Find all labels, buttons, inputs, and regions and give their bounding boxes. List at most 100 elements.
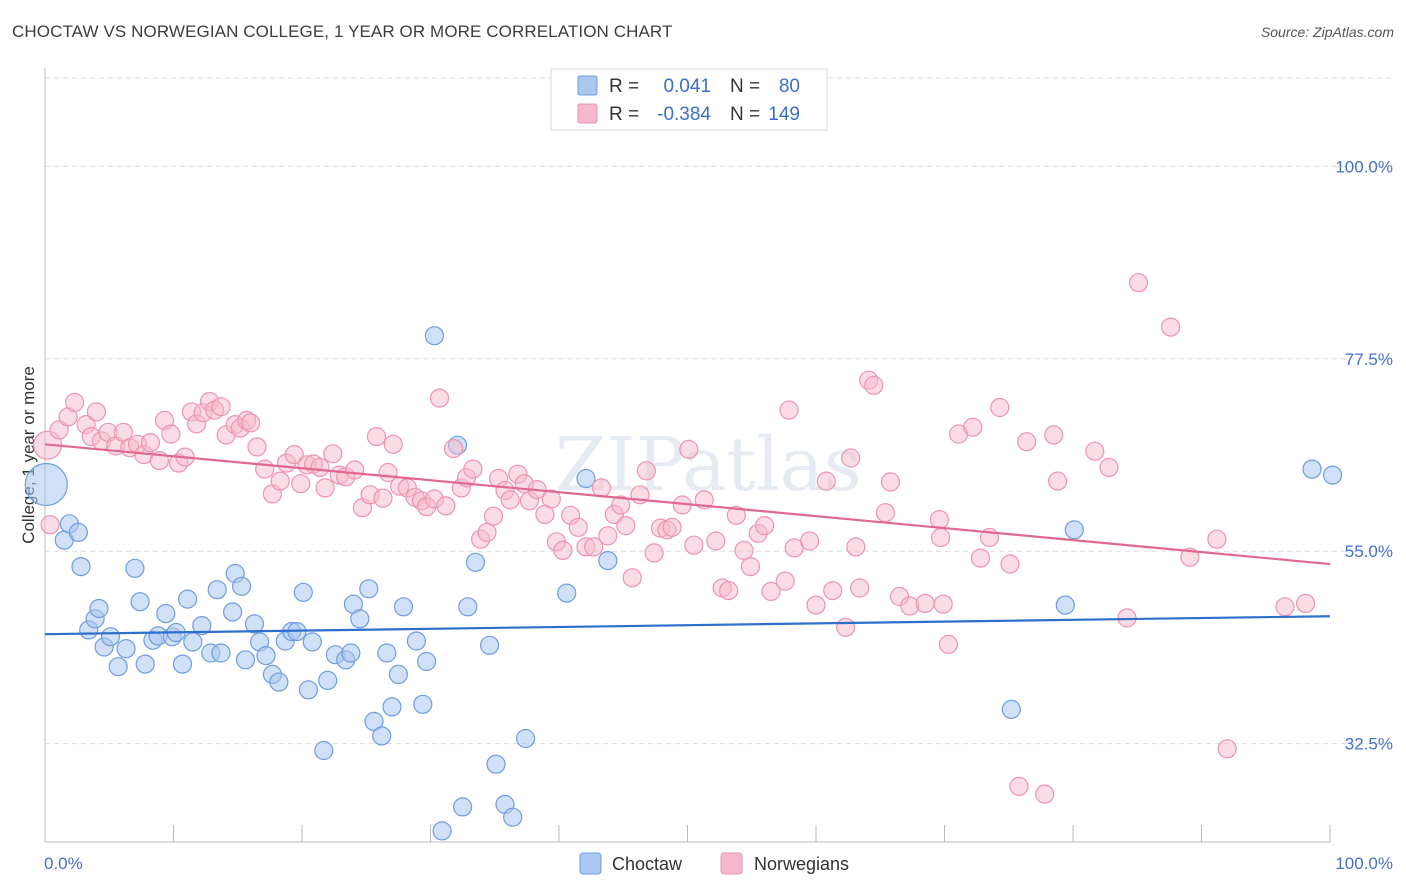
choctaw-point — [183, 632, 203, 652]
norwegian-point — [568, 517, 588, 537]
norwegian-point — [611, 495, 631, 515]
choctaw-point — [314, 740, 334, 761]
norwegian-point — [463, 459, 483, 479]
norwegian-point — [929, 509, 950, 530]
norwegian-point — [835, 617, 856, 637]
norwegian-point — [799, 531, 820, 551]
choctaw-point — [1322, 465, 1343, 485]
norwegian-point — [1085, 441, 1105, 461]
choctaw-point — [377, 643, 397, 663]
choctaw-point — [1001, 699, 1021, 720]
norwegian-point — [1161, 317, 1181, 337]
choctaw-point — [172, 654, 193, 674]
norwegian-point — [1009, 776, 1029, 797]
norwegian-point — [241, 413, 261, 433]
legend-swatch-norwegians — [577, 103, 598, 124]
norwegian-point — [86, 402, 107, 422]
legend-r-label-1: R = — [609, 104, 639, 125]
legend-n-value-1: 149 — [768, 104, 800, 125]
choctaw-point — [341, 643, 361, 663]
norwegian-point — [1017, 432, 1037, 452]
norwegian-point — [436, 496, 456, 516]
norwegian-point — [718, 580, 739, 601]
choctaw-point — [406, 631, 426, 651]
y-tick-labels: 32.5% 55.0% 77.5% 100.0% — [1335, 157, 1393, 753]
norwegian-point — [1000, 554, 1020, 574]
norwegian-point — [1035, 784, 1055, 804]
norwegian-point — [383, 434, 403, 454]
legend-n-label-1: N = — [730, 104, 760, 125]
legend-r-value-0: 0.041 — [663, 76, 711, 97]
norwegian-point — [806, 595, 826, 615]
choctaw-point — [223, 602, 243, 622]
choctaw-point — [116, 639, 136, 659]
norwegian-point — [598, 526, 618, 546]
norwegian-point — [255, 459, 275, 479]
choctaw-point — [486, 754, 506, 774]
norwegian-point — [500, 490, 520, 510]
norwegian-point — [1128, 273, 1149, 293]
choctaw-point — [413, 694, 433, 714]
trendline-norwegians — [44, 443, 1331, 566]
norwegian-point — [270, 471, 290, 491]
choctaw-point — [1302, 459, 1322, 479]
chart-source: Source: ZipAtlas.com — [1260, 24, 1394, 40]
y-tick-label: 55.0% — [1345, 542, 1393, 561]
norwegian-point — [1217, 739, 1237, 759]
norwegian-point — [875, 503, 896, 523]
norwegian-point — [1180, 547, 1200, 567]
norwegian-point — [1295, 593, 1316, 614]
norwegian-point — [323, 444, 343, 464]
norwegian-point — [644, 543, 664, 563]
norwegian-point — [310, 457, 330, 477]
norwegian-point — [850, 578, 870, 598]
norwegian-point — [64, 392, 85, 412]
norwegian-point — [211, 397, 231, 417]
norwegian-point — [247, 437, 267, 457]
choctaw-point — [1064, 520, 1084, 540]
choctaw-point — [192, 615, 212, 636]
choctaw-point — [130, 592, 150, 612]
norwegian-point — [345, 460, 365, 480]
choctaw-point — [350, 609, 370, 629]
norwegian-point — [291, 474, 311, 494]
choctaw-point — [557, 583, 577, 603]
norwegian-point — [779, 400, 799, 420]
norwegian-point — [616, 515, 636, 536]
choctaw-point — [382, 697, 402, 717]
choctaw-point — [298, 680, 318, 700]
choctaw-point — [293, 582, 313, 602]
trendline-choctaw — [44, 615, 1331, 636]
chart-title: CHOCTAW VS NORWEGIAN COLLEGE, 1 YEAR OR … — [12, 22, 673, 41]
norwegian-point — [846, 537, 866, 557]
norwegian-point — [864, 375, 884, 395]
choctaw-point — [24, 462, 68, 507]
legend-box: R = 0.041 N = 80 R = -0.384 N = 149 — [550, 68, 828, 131]
bottom-legend-swatch-choctaw — [579, 852, 602, 875]
norwegian-point — [373, 488, 393, 508]
norwegian-point — [584, 537, 604, 557]
norwegian-point — [553, 540, 573, 561]
norwegian-point — [315, 478, 335, 498]
norwegian-point — [990, 397, 1010, 418]
norwegian-point — [775, 571, 795, 591]
choctaw-point — [302, 632, 322, 652]
choctaw-point — [256, 645, 276, 666]
choctaw-point — [318, 670, 338, 691]
choctaw-point — [68, 522, 89, 543]
choctaw-point — [178, 589, 198, 609]
gridlines — [45, 77, 1395, 745]
choctaw-point — [576, 468, 596, 489]
norwegian-point — [823, 580, 843, 601]
norwegian-point — [938, 634, 959, 655]
norwegian-point — [477, 522, 497, 543]
choctaw-point — [598, 550, 618, 571]
choctaw-point — [359, 579, 379, 599]
y-tick-label: 100.0% — [1335, 157, 1393, 176]
legend-swatch-choctaw — [577, 75, 598, 96]
norwegian-point — [1047, 471, 1068, 491]
choctaw-point — [89, 598, 109, 619]
choctaw-point — [424, 326, 444, 346]
choctaw-point — [125, 558, 145, 578]
